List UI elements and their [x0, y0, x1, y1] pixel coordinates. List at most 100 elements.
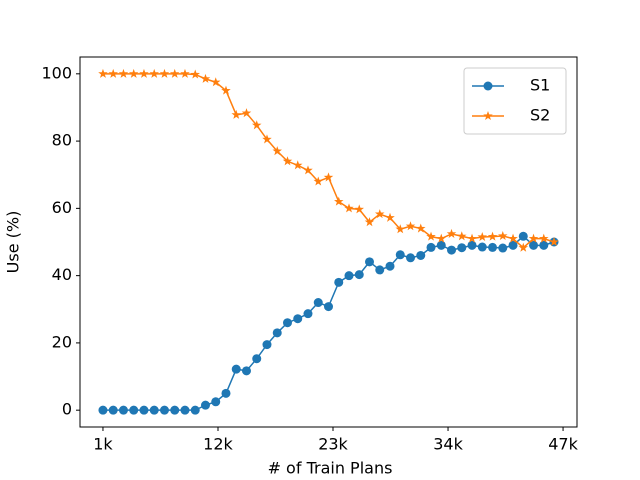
data-point [344, 203, 354, 213]
data-point [211, 397, 221, 407]
data-point [457, 231, 467, 241]
data-point [200, 73, 211, 83]
data-point [139, 68, 149, 78]
data-point [467, 240, 477, 250]
data-point [149, 68, 159, 78]
data-point [262, 340, 272, 350]
data-point [98, 405, 108, 415]
legend-box [463, 67, 567, 135]
data-point [436, 240, 446, 250]
y-tick-label: 60 [52, 198, 72, 217]
data-point [446, 228, 457, 238]
legend-label: S1 [530, 76, 550, 95]
data-point [395, 250, 405, 260]
data-point [498, 243, 508, 253]
data-point [385, 261, 395, 271]
data-point [508, 233, 518, 243]
data-point [221, 388, 231, 398]
data-point [190, 69, 200, 79]
x-axis-label: # of Train Plans [268, 459, 393, 478]
data-point [180, 405, 190, 415]
data-point [457, 243, 467, 253]
x-tick-label: 47k [548, 435, 578, 454]
data-point [139, 405, 149, 415]
data-point [467, 233, 477, 243]
y-tick-label: 0 [62, 400, 72, 419]
data-point [375, 209, 385, 219]
y-tick-label: 20 [52, 332, 72, 351]
data-point [498, 230, 508, 240]
data-point [344, 271, 354, 281]
data-point [251, 120, 262, 130]
legend-label: S2 [530, 106, 550, 125]
data-point [108, 68, 118, 78]
data-point [416, 223, 426, 233]
x-tick-label: 1k [93, 435, 113, 454]
data-point [170, 405, 180, 415]
data-point [303, 309, 313, 319]
data-point [282, 156, 293, 166]
data-point [282, 318, 292, 328]
data-point [395, 224, 406, 234]
data-point [190, 405, 200, 415]
data-point [539, 240, 549, 250]
data-point [487, 231, 498, 241]
data-point [129, 405, 139, 415]
data-point [313, 298, 323, 308]
plot-frame [79, 56, 578, 428]
data-point [272, 146, 282, 156]
data-point [262, 134, 272, 144]
data-point [528, 233, 539, 243]
data-point [169, 68, 180, 78]
data-point [159, 405, 169, 415]
x-tick-label: 23k [318, 435, 348, 454]
data-point [375, 265, 385, 275]
x-tick-label: 12k [203, 435, 233, 454]
legend-marker [483, 111, 493, 121]
data-point [426, 231, 436, 241]
data-point [477, 231, 488, 241]
data-point [241, 366, 251, 376]
data-point [272, 328, 282, 338]
data-point [354, 270, 364, 280]
data-point [518, 231, 528, 241]
data-point [292, 160, 303, 170]
data-point [128, 68, 139, 78]
data-point [252, 354, 262, 364]
data-point [303, 165, 313, 175]
series-line [102, 235, 555, 411]
data-point [108, 405, 118, 415]
data-point [365, 257, 375, 267]
data-point [549, 237, 559, 247]
data-point [200, 400, 210, 410]
legend-marker [483, 81, 493, 91]
data-point [118, 405, 128, 415]
data-point [477, 242, 487, 252]
data-point [436, 233, 447, 243]
data-point [539, 233, 549, 243]
data-point [98, 68, 108, 78]
data-point [231, 364, 241, 374]
data-point [231, 109, 241, 119]
data-point [508, 240, 518, 250]
data-point [416, 250, 426, 260]
y-tick-label: 100 [41, 63, 72, 82]
data-point [149, 405, 159, 415]
data-point [313, 176, 323, 186]
y-axis-label: Use (%) [4, 211, 23, 274]
data-point [354, 204, 365, 214]
data-point [518, 242, 529, 252]
data-point [180, 68, 190, 78]
data-point [293, 314, 303, 324]
data-point [529, 240, 539, 250]
x-tick-label: 34k [433, 435, 463, 454]
data-point [323, 172, 334, 182]
data-point [324, 302, 333, 312]
data-point [118, 68, 129, 78]
data-point [334, 277, 344, 287]
data-point [406, 253, 416, 263]
data-point [405, 221, 416, 231]
data-point [221, 85, 231, 95]
data-point [159, 68, 170, 78]
